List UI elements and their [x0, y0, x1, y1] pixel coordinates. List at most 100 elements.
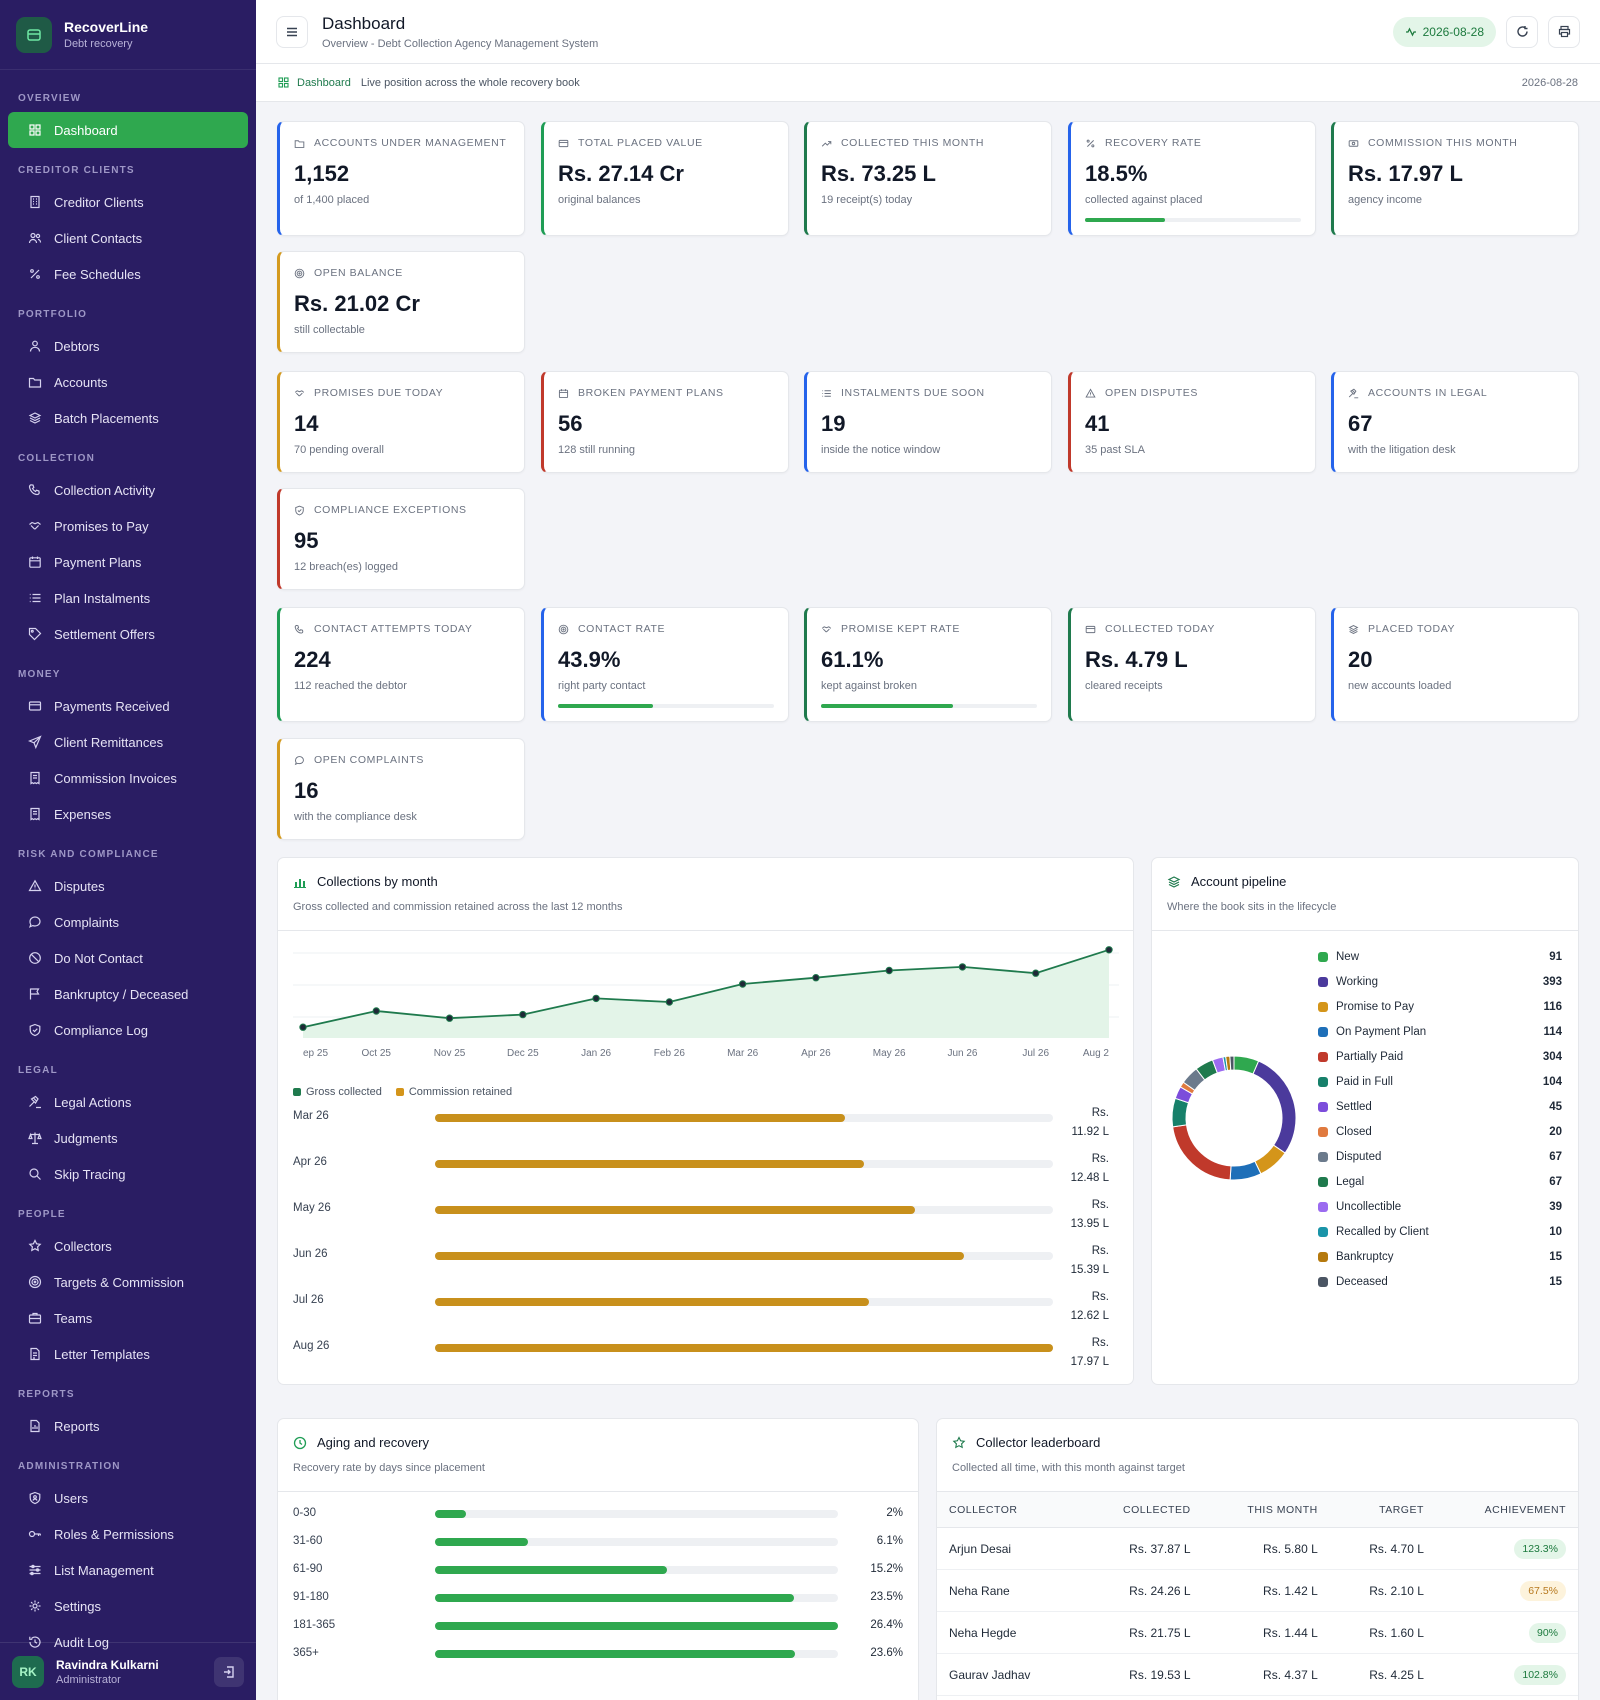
kpi-card-promises-due-today[interactable]: PROMISES DUE TODAY 14 70 pending overall	[277, 371, 525, 473]
data-point[interactable]	[445, 1014, 454, 1022]
data-point[interactable]	[372, 1007, 380, 1015]
sidebar-item-teams[interactable]: Teams	[8, 1300, 248, 1336]
sidebar-item-targets-commission[interactable]: Targets & Commission	[8, 1264, 248, 1300]
data-point[interactable]	[592, 994, 600, 1003]
commission-bar-row[interactable]: Jul 26 Rs. 12.62 L	[293, 1291, 1119, 1334]
data-point[interactable]	[665, 998, 674, 1006]
sidebar-item-compliance-log[interactable]: Compliance Log	[8, 1012, 248, 1048]
sidebar-item-plan-instalments[interactable]: Plan Instalments	[8, 580, 248, 616]
kpi-card-promise-kept-rate[interactable]: PROMISE KEPT RATE 61.1% kept against broke…	[804, 607, 1052, 722]
sidebar-item-collectors[interactable]: Collectors	[8, 1228, 248, 1264]
sidebar-item-expenses[interactable]: Expenses	[8, 796, 248, 832]
sidebar-item-roles-permissions[interactable]: Roles & Permissions	[8, 1516, 248, 1552]
sidebar-item-bankruptcy-deceased[interactable]: Bankruptcy / Deceased	[8, 976, 248, 1012]
legend-item[interactable]: Partially Paid 304	[1318, 1048, 1562, 1066]
aging-row[interactable]: 91-180 23.5%	[293, 1589, 903, 1609]
kpi-card-commission-this-month[interactable]: COMMISSION THIS MONTH Rs. 17.97 L agency i…	[1331, 121, 1579, 236]
pie-slice-partially-paid[interactable]	[1172, 1124, 1232, 1181]
table-row[interactable]: Arjun Desai Rs. 37.87 L Rs. 5.80 L Rs. 4.70…	[937, 1527, 1578, 1570]
sidebar-item-audit-log[interactable]: Audit Log	[8, 1624, 248, 1660]
sidebar-item-judgments[interactable]: Judgments	[8, 1120, 248, 1156]
sidebar-item-settlement-offers[interactable]: Settlement Offers	[8, 616, 248, 652]
kpi-card-accounts-in-legal[interactable]: ACCOUNTS IN LEGAL 67 with the litigation d…	[1331, 371, 1579, 473]
table-row[interactable]: Gaurav Jadhav Rs. 19.53 L Rs. 4.37 L Rs. 4.…	[937, 1653, 1578, 1696]
logout-button[interactable]	[214, 1656, 244, 1687]
table-row[interactable]: Neha Rane Rs. 24.26 L Rs. 1.42 L Rs. 2.10 L…	[937, 1569, 1578, 1612]
sidebar-item-do-not-contact[interactable]: Do Not Contact	[8, 940, 248, 976]
kpi-card-collected-this-month[interactable]: COLLECTED THIS MONTH Rs. 73.25 L 19 receip…	[804, 121, 1052, 236]
commission-bar-row[interactable]: May 26 Rs. 13.95 L	[293, 1199, 1119, 1242]
table-row[interactable]: Neha Hegde Rs. 21.75 L Rs. 1.44 L Rs. 1.60 …	[937, 1611, 1578, 1654]
aging-row[interactable]: 365+ 23.6%	[293, 1645, 903, 1665]
sidebar-item-accounts[interactable]: Accounts	[8, 364, 248, 400]
avatar[interactable]: RK	[12, 1655, 44, 1688]
kpi-card-collected-today[interactable]: COLLECTED TODAY Rs. 4.79 L cleared receipt…	[1068, 607, 1316, 722]
legend-item[interactable]: Disputed 67	[1318, 1148, 1562, 1166]
column-header-collector[interactable]: COLLECTOR	[937, 1491, 1080, 1528]
sidebar-item-settings[interactable]: Settings	[8, 1588, 248, 1624]
aging-row[interactable]: 31-60 6.1%	[293, 1533, 903, 1553]
sidebar-item-promises-to-pay[interactable]: Promises to Pay	[8, 508, 248, 544]
legend-item[interactable]: Bankruptcy 15	[1318, 1248, 1562, 1266]
legend-item[interactable]: Working 393	[1318, 973, 1562, 991]
legend-item[interactable]: On Payment Plan 114	[1318, 1023, 1562, 1041]
data-point[interactable]	[299, 1023, 307, 1031]
commission-bar-row[interactable]: Apr 26 Rs. 12.48 L	[293, 1153, 1119, 1196]
kpi-card-open-disputes[interactable]: OPEN DISPUTES 41 35 past SLA	[1068, 371, 1316, 473]
sidebar-item-letter-templates[interactable]: Letter Templates	[8, 1336, 248, 1372]
data-point[interactable]	[885, 966, 893, 975]
kpi-card-open-complaints[interactable]: OPEN COMPLAINTS 16 with the compliance des…	[277, 738, 525, 840]
aging-row[interactable]: 0-30 2%	[293, 1505, 903, 1525]
aging-row[interactable]: 181-365 26.4%	[293, 1617, 903, 1637]
sidebar-item-dashboard[interactable]: Dashboard	[8, 112, 248, 148]
legend-item[interactable]: Closed 20	[1318, 1123, 1562, 1141]
sidebar-item-legal-actions[interactable]: Legal Actions	[8, 1084, 248, 1120]
kpi-card-open-balance[interactable]: OPEN BALANCE Rs. 21.02 Cr still collectabl…	[277, 251, 525, 353]
kpi-card-accounts-under-management[interactable]: ACCOUNTS UNDER MANAGEMENT 1,152 of 1,400 p…	[277, 121, 525, 236]
column-header-achievement[interactable]: ACHIEVEMENT	[1435, 1491, 1578, 1528]
sidebar-item-payment-plans[interactable]: Payment Plans	[8, 544, 248, 580]
commission-bar-row[interactable]: Aug 26 Rs. 17.97 L	[293, 1337, 1119, 1380]
print-button[interactable]	[1548, 15, 1580, 48]
kpi-card-contact-rate[interactable]: CONTACT RATE 43.9% right party contact	[541, 607, 789, 722]
breadcrumb-current[interactable]: Dashboard	[297, 76, 351, 89]
legend-item[interactable]: Legal 67	[1318, 1173, 1562, 1191]
legend-item[interactable]: Deceased 15	[1318, 1273, 1562, 1291]
column-header-target[interactable]: TARGET	[1329, 1491, 1436, 1528]
sidebar-item-users[interactable]: Users	[8, 1480, 248, 1516]
commission-bar-row[interactable]: Mar 26 Rs. 11.92 L	[293, 1107, 1119, 1150]
sidebar-item-list-management[interactable]: List Management	[8, 1552, 248, 1588]
data-point[interactable]	[812, 974, 820, 982]
legend-item[interactable]: Recalled by Client 10	[1318, 1223, 1562, 1241]
column-header-collected[interactable]: COLLECTED	[1079, 1491, 1203, 1528]
kpi-card-broken-payment-plans[interactable]: BROKEN PAYMENT PLANS 56 128 still running	[541, 371, 789, 473]
kpi-card-contact-attempts-today[interactable]: CONTACT ATTEMPTS TODAY 224 112 reached the…	[277, 607, 525, 722]
kpi-card-instalments-due-soon[interactable]: INSTALMENTS DUE SOON 19 inside the notice …	[804, 371, 1052, 473]
sidebar-item-fee-schedules[interactable]: Fee Schedules	[8, 256, 248, 292]
sidebar-item-payments-received[interactable]: Payments Received	[8, 688, 248, 724]
kpi-card-total-placed-value[interactable]: TOTAL PLACED VALUE Rs. 27.14 Cr original b…	[541, 121, 789, 236]
sidebar-item-skip-tracing[interactable]: Skip Tracing	[8, 1156, 248, 1192]
data-point[interactable]	[1105, 946, 1113, 954]
legend-item[interactable]: Uncollectible 39	[1318, 1198, 1562, 1216]
sidebar-item-batch-placements[interactable]: Batch Placements	[8, 400, 248, 436]
data-point[interactable]	[958, 963, 967, 971]
sidebar-item-commission-invoices[interactable]: Commission Invoices	[8, 760, 248, 796]
column-header-this-month[interactable]: THIS MONTH	[1202, 1491, 1330, 1528]
aging-row[interactable]: 61-90 15.2%	[293, 1561, 903, 1581]
pie-slice-paid-in-full[interactable]	[1171, 1097, 1190, 1128]
data-point[interactable]	[738, 980, 747, 988]
sidebar-item-reports[interactable]: Reports	[8, 1408, 248, 1444]
refresh-button[interactable]	[1506, 15, 1538, 48]
legend-item[interactable]: Paid in Full 104	[1318, 1073, 1562, 1091]
pie-slice-on-payment-plan[interactable]	[1229, 1160, 1262, 1181]
legend-item[interactable]: New 91	[1318, 948, 1562, 966]
sidebar-item-client-remittances[interactable]: Client Remittances	[8, 724, 248, 760]
sidebar-item-debtors[interactable]: Debtors	[8, 328, 248, 364]
kpi-card-compliance-exceptions[interactable]: COMPLIANCE EXCEPTIONS 95 12 breach(es) log…	[277, 488, 525, 590]
sidebar-item-client-contacts[interactable]: Client Contacts	[8, 220, 248, 256]
kpi-card-recovery-rate[interactable]: RECOVERY RATE 18.5% collected against plac…	[1068, 121, 1316, 236]
sidebar-item-complaints[interactable]: Complaints	[8, 904, 248, 940]
kpi-card-placed-today[interactable]: PLACED TODAY 20 new accounts loaded	[1331, 607, 1579, 722]
sidebar-item-disputes[interactable]: Disputes	[8, 868, 248, 904]
